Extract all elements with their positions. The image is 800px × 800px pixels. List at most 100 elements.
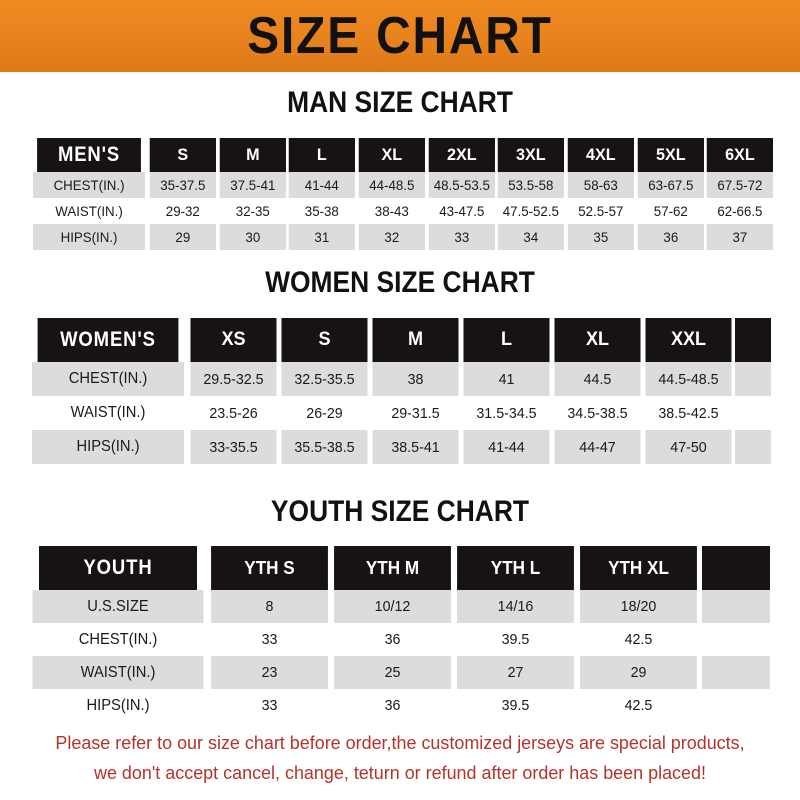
men-waist-6xl: 62-66.5 [706, 198, 774, 224]
page-title: SIZE CHART [247, 7, 553, 65]
youth-us-size-s: 8 [211, 590, 328, 623]
men-size-header-xl: XL [358, 138, 425, 172]
youth-size-header-l: YTH L [457, 546, 574, 590]
men-hips-6xl: 37 [706, 224, 774, 250]
youth-hips-l: 39.5 [457, 689, 574, 722]
women-header-spacer [734, 318, 772, 362]
youth-waist-m: 25 [334, 656, 451, 689]
youth-section-title: YOUTH SIZE CHART [270, 495, 530, 528]
table-row: WAIST(IN.) 23 25 27 29 [28, 656, 772, 689]
table-row: HIPS(IN.) 33 36 39.5 42.5 [28, 689, 772, 722]
table-row: WAIST(IN.) 23.5-26 26-29 29-31.5 31.5-34… [28, 396, 772, 430]
men-chest-2xl: 48.5-53.5 [428, 172, 495, 198]
men-hips-4xl: 35 [567, 224, 634, 250]
men-waist-4xl: 52.5-57 [567, 198, 634, 224]
men-hips-l: 31 [289, 224, 356, 250]
youth-row-spacer [701, 689, 771, 722]
women-row-label-waist: WAIST(IN.) [32, 396, 184, 430]
men-chest-xl: 44-48.5 [358, 172, 425, 198]
women-chest-s: 32.5-35.5 [281, 362, 368, 396]
youth-row-label-chest: CHEST(IN.) [32, 623, 204, 656]
youth-waist-xl: 29 [580, 656, 697, 689]
youth-row-label-waist: WAIST(IN.) [32, 656, 204, 689]
women-row-spacer [734, 430, 772, 464]
men-hips-5xl: 36 [637, 224, 704, 250]
men-size-header-4xl: 4XL [567, 138, 634, 172]
youth-row-spacer [701, 623, 771, 656]
women-size-header-xxl: XXL [645, 318, 732, 362]
women-row-spacer [734, 396, 772, 430]
women-waist-xs: 23.5-26 [190, 396, 277, 430]
men-waist-m: 32-35 [219, 198, 286, 224]
youth-row-label-us-size: U.S.SIZE [32, 590, 204, 623]
men-waist-s: 29-32 [149, 198, 216, 224]
women-size-header-l: L [463, 318, 550, 362]
youth-us-size-xl: 18/20 [580, 590, 697, 623]
women-size-header-xs: XS [190, 318, 277, 362]
women-chest-m: 38 [372, 362, 459, 396]
women-hips-xxl: 47-50 [645, 430, 732, 464]
men-chest-s: 35-37.5 [149, 172, 216, 198]
youth-chest-l: 39.5 [457, 623, 574, 656]
men-size-header-2xl: 2XL [428, 138, 495, 172]
men-chest-3xl: 53.5-58 [498, 172, 565, 198]
women-hips-xl: 44-47 [554, 430, 641, 464]
men-size-header-6xl: 6XL [706, 138, 774, 172]
women-chest-xxl: 44.5-48.5 [645, 362, 732, 396]
men-size-header-5xl: 5XL [637, 138, 704, 172]
women-chest-xl: 44.5 [554, 362, 641, 396]
women-size-header-m: M [372, 318, 459, 362]
men-hips-3xl: 34 [498, 224, 565, 250]
table-row: CHEST(IN.) 35-37.5 37.5-41 41-44 44-48.5… [30, 172, 775, 198]
disclaimer-line-1: Please refer to our size chart before or… [55, 732, 745, 753]
men-waist-3xl: 47.5-52.5 [498, 198, 565, 224]
men-section-title: MAN SIZE CHART [287, 86, 513, 119]
table-row: HIPS(IN.) 33-35.5 35.5-38.5 38.5-41 41-4… [28, 430, 772, 464]
women-table-header-row: WOMEN'S XS S M L XL XXL [28, 318, 772, 362]
women-hips-l: 41-44 [463, 430, 550, 464]
men-waist-xl: 38-43 [358, 198, 425, 224]
youth-chest-s: 33 [211, 623, 328, 656]
youth-size-header-s: YTH S [211, 546, 328, 590]
men-size-table: MEN'S S M L XL 2XL 3XL 4XL 5XL 6XL CHEST… [30, 138, 775, 250]
youth-hips-xl: 42.5 [580, 689, 697, 722]
men-chest-4xl: 58-63 [567, 172, 634, 198]
women-row-label-chest: CHEST(IN.) [32, 362, 184, 396]
men-waist-2xl: 43-47.5 [428, 198, 495, 224]
men-chest-l: 41-44 [289, 172, 356, 198]
youth-us-size-l: 14/16 [457, 590, 574, 623]
women-hips-s: 35.5-38.5 [281, 430, 368, 464]
women-waist-s: 26-29 [281, 396, 368, 430]
men-size-header-3xl: 3XL [498, 138, 565, 172]
men-size-header-l: L [289, 138, 356, 172]
youth-row-label-hips: HIPS(IN.) [32, 689, 204, 722]
men-corner-label: MEN'S [37, 138, 142, 172]
women-chest-xs: 29.5-32.5 [190, 362, 277, 396]
table-row: HIPS(IN.) 29 30 31 32 33 34 35 36 37 [30, 224, 775, 250]
women-waist-xl: 34.5-38.5 [554, 396, 641, 430]
women-waist-xxl: 38.5-42.5 [645, 396, 732, 430]
women-hips-m: 38.5-41 [372, 430, 459, 464]
women-waist-l: 31.5-34.5 [463, 396, 550, 430]
youth-header-spacer [701, 546, 771, 590]
men-row-label-chest: CHEST(IN.) [32, 172, 146, 198]
youth-chest-xl: 42.5 [580, 623, 697, 656]
men-waist-5xl: 57-62 [637, 198, 704, 224]
women-section-title: WOMEN SIZE CHART [265, 266, 535, 299]
men-hips-xl: 32 [358, 224, 425, 250]
page-banner: SIZE CHART [0, 0, 800, 72]
men-waist-l: 35-38 [289, 198, 356, 224]
men-size-header-m: M [219, 138, 286, 172]
table-row: WAIST(IN.) 29-32 32-35 35-38 38-43 43-47… [30, 198, 775, 224]
men-chest-m: 37.5-41 [219, 172, 286, 198]
table-row: CHEST(IN.) 33 36 39.5 42.5 [28, 623, 772, 656]
men-chest-5xl: 63-67.5 [637, 172, 704, 198]
table-row: CHEST(IN.) 29.5-32.5 32.5-35.5 38 41 44.… [28, 362, 772, 396]
women-size-table: WOMEN'S XS S M L XL XXL CHEST(IN.) 29.5-… [28, 318, 772, 464]
youth-size-header-m: YTH M [334, 546, 451, 590]
women-hips-xs: 33-35.5 [190, 430, 277, 464]
youth-size-table: YOUTH YTH S YTH M YTH L YTH XL U.S.SIZE … [28, 546, 772, 722]
men-chest-6xl: 67.5-72 [706, 172, 774, 198]
men-table-header-row: MEN'S S M L XL 2XL 3XL 4XL 5XL 6XL [30, 138, 775, 172]
